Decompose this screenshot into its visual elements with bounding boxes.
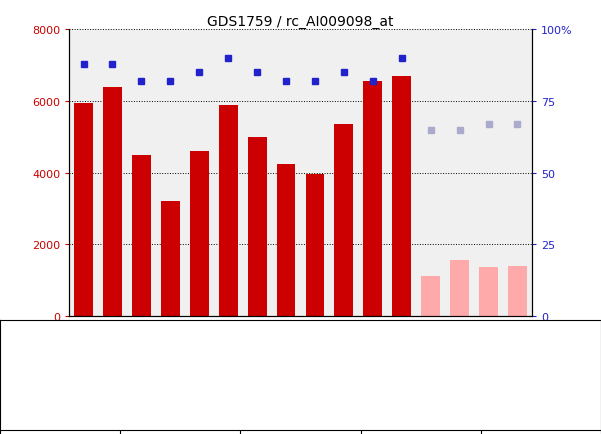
Bar (132, 155, 151, 316)
Bar (243, 394, 329, 429)
Bar (445, 394, 460, 429)
Bar (416, 355, 445, 390)
Text: light-dark
cycle: light-dark cycle (462, 362, 516, 383)
Text: CT 6: CT 6 (100, 406, 125, 416)
Bar (248, 138, 266, 316)
Text: constant dim light: constant dim light (105, 367, 207, 377)
Bar (508, 266, 527, 316)
Bar (156, 394, 243, 429)
Bar (161, 202, 180, 316)
Text: GSM53327: GSM53327 (311, 318, 320, 355)
Bar (421, 277, 440, 316)
Text: GSM53340: GSM53340 (455, 318, 464, 355)
Text: ZT 6: ZT 6 (469, 406, 493, 416)
Text: CT 6: CT 6 (419, 406, 442, 416)
Text: constant dim
light: constant dim light (401, 362, 460, 382)
Text: GSM53332: GSM53332 (426, 318, 435, 355)
Bar (335, 125, 353, 316)
Text: protocol: protocol (0, 365, 38, 375)
Text: CT 18: CT 18 (183, 406, 215, 416)
Bar (416, 321, 532, 351)
Text: GSM53337: GSM53337 (166, 318, 175, 355)
Bar (450, 261, 469, 316)
Bar (445, 355, 532, 390)
Text: GSM53338: GSM53338 (195, 318, 204, 355)
Bar (276, 164, 296, 316)
Text: GSM53330: GSM53330 (137, 318, 146, 355)
Text: CT 18: CT 18 (441, 407, 465, 416)
Bar (479, 268, 498, 316)
Text: GSM53339: GSM53339 (224, 318, 233, 355)
Bar (364, 82, 382, 316)
Text: GSM53334: GSM53334 (340, 318, 349, 355)
Bar (460, 394, 503, 429)
Bar (69, 394, 156, 429)
Text: GSM53331: GSM53331 (484, 318, 493, 355)
Text: ZT 18: ZT 18 (357, 406, 389, 416)
Bar (305, 175, 325, 316)
Bar (392, 77, 411, 316)
Bar (74, 104, 93, 316)
Bar (503, 394, 532, 429)
Text: GSM53333: GSM53333 (513, 318, 522, 355)
Bar (219, 105, 237, 316)
Text: light-dark cycle: light-dark cycle (286, 367, 373, 377)
Title: GDS1759 / rc_AI009098_at: GDS1759 / rc_AI009098_at (207, 15, 394, 30)
Text: retina: retina (227, 331, 259, 341)
Bar (69, 355, 243, 390)
Text: time: time (13, 404, 38, 414)
Bar (243, 355, 416, 390)
Bar (69, 321, 416, 351)
Bar (103, 88, 122, 316)
Bar (190, 152, 209, 316)
Bar (416, 394, 445, 429)
Text: GSM53326: GSM53326 (281, 318, 290, 355)
Text: GSM53328: GSM53328 (79, 318, 88, 355)
Text: GSM53335: GSM53335 (368, 318, 377, 355)
Bar (329, 394, 416, 429)
Text: GSM53329: GSM53329 (108, 318, 117, 355)
Text: GSM53325: GSM53325 (252, 318, 261, 355)
Text: ZT 18: ZT 18 (504, 406, 531, 416)
Text: GSM53336: GSM53336 (397, 318, 406, 355)
Text: ZT 6: ZT 6 (273, 406, 299, 416)
Text: pineal gland: pineal gland (439, 331, 508, 341)
Text: tissue: tissue (5, 329, 38, 339)
